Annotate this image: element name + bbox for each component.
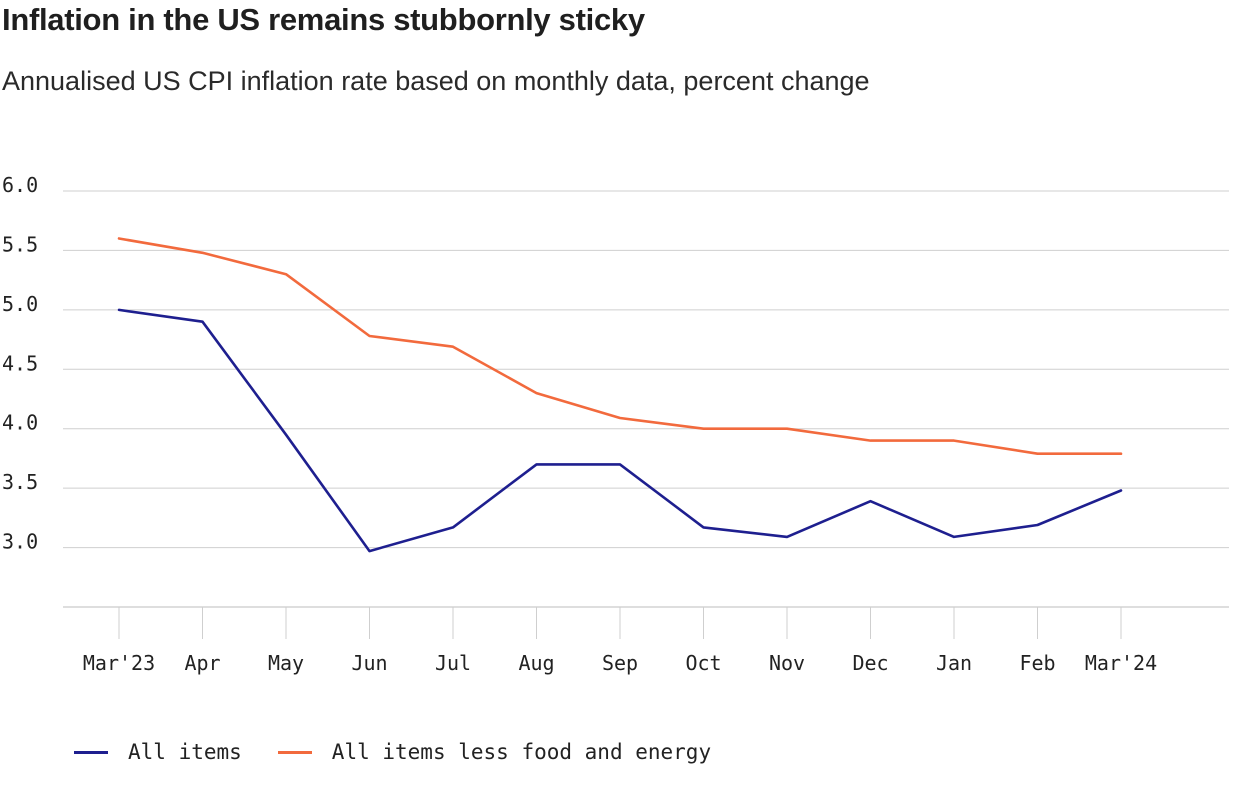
y-tick-label: 5.5: [2, 232, 38, 256]
x-tick-label: Feb: [1019, 651, 1055, 675]
legend-label-all-items: All items: [128, 740, 242, 764]
x-tick-label: Aug: [518, 651, 554, 675]
x-tick-label: Mar'23: [83, 651, 155, 675]
y-tick-label: 4.5: [2, 351, 38, 375]
x-tick-label: May: [268, 651, 304, 675]
legend-swatch-all-items: [74, 750, 108, 754]
legend-label-core: All items less food and energy: [331, 740, 712, 764]
legend-swatch-core: [277, 750, 312, 754]
y-axis-tick-labels: 6.0 5.5 5.0 4.5 4.0 3.5 3.0: [2, 173, 38, 554]
series-line-all-items: [117, 308, 1123, 553]
y-tick-label: 3.5: [2, 470, 38, 494]
line-chart: 6.0 5.5 5.0 4.5 4.0 3.5 3.0 Mar'23 Apr May Jun Jul…: [2, 173, 1229, 675]
x-tick-label: Jan: [936, 651, 972, 675]
legend-item-all-items: All items: [74, 740, 242, 764]
x-tick-label: Jul: [435, 651, 471, 675]
chart-subtitle: Annualised US CPI inflation rate based o…: [2, 66, 870, 96]
chart-title: Inflation in the US remains stubbornly s…: [2, 2, 645, 37]
x-axis-ticks: Mar'23 Apr May Jun Jul Aug Sep Oct Nov Dec Jan Feb M…: [83, 607, 1157, 675]
legend: All items All items less food and energy: [74, 740, 747, 764]
gridlines: [63, 190, 1229, 608]
x-tick-label: Mar'24: [1085, 651, 1157, 675]
y-tick-label: 3.0: [2, 530, 38, 554]
legend-item-core: All items less food and energy: [277, 740, 712, 764]
x-tick-label: Oct: [685, 651, 721, 675]
series-line-core: [117, 237, 1123, 456]
x-tick-label: Jun: [351, 651, 387, 675]
y-tick-label: 6.0: [2, 173, 38, 197]
y-tick-label: 4.0: [2, 411, 38, 435]
y-tick-label: 5.0: [2, 292, 38, 316]
x-tick-label: Nov: [769, 651, 805, 675]
series-lines: [117, 237, 1123, 553]
x-tick-label: Apr: [184, 651, 220, 675]
x-tick-label: Sep: [602, 651, 638, 675]
x-tick-label: Dec: [852, 651, 888, 675]
